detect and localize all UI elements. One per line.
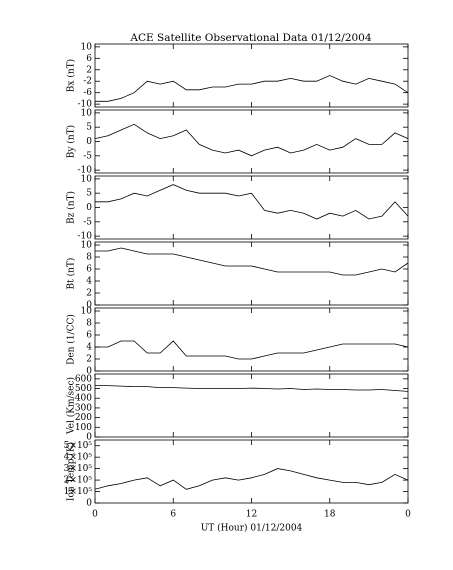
y-tick-label: 4 <box>86 343 92 353</box>
y-tick-label: 10 <box>81 307 93 317</box>
y-tick-label: 6 <box>86 54 92 64</box>
y-tick-label: 0 <box>86 433 92 443</box>
chart-title: ACE Satellite Observational Data 01/12/2… <box>129 32 371 44</box>
y-tick-label: 1×10⁵ <box>64 487 93 497</box>
y-tick-label: 8 <box>86 253 92 263</box>
y-tick-label: 2×10⁵ <box>64 476 93 486</box>
panel-frame <box>94 307 409 372</box>
y-axis-label: Bz (nT) <box>66 191 77 224</box>
data-line <box>95 247 409 276</box>
y-tick-label: 6 <box>86 265 92 275</box>
y-tick-label: 500 <box>75 384 92 394</box>
x-tick-label: 0 <box>405 510 411 520</box>
y-tick-label: -10 <box>78 100 93 110</box>
data-line <box>95 75 409 102</box>
y-tick-label: 0 <box>86 499 92 509</box>
y-tick-label: 0 <box>86 367 92 377</box>
y-tick-label: -10 <box>78 232 93 242</box>
y-tick-label: 200 <box>75 413 92 423</box>
y-tick-label: 5 <box>86 189 92 199</box>
y-tick-label: 8 <box>86 319 92 329</box>
panel-frame <box>94 109 409 174</box>
panel-frame <box>94 175 409 240</box>
data-line <box>95 184 409 220</box>
y-tick-label: 4×10⁵ <box>64 453 93 463</box>
y-tick-label: 10 <box>81 241 93 251</box>
y-tick-label: -5 <box>83 217 92 227</box>
y-tick-label: 3×10⁵ <box>64 464 93 474</box>
data-line <box>95 340 409 360</box>
y-tick-label: 2 <box>86 355 92 365</box>
y-axis-label: Ion Temp (K) <box>66 442 77 501</box>
y-tick-label: 5×10⁵ <box>64 441 93 451</box>
y-axis-label: Den (1/CC) <box>66 314 77 365</box>
y-tick-label: 0 <box>86 301 92 311</box>
y-tick-label: 10 <box>81 42 93 52</box>
y-tick-label: 10 <box>81 174 93 184</box>
y-axis-label: Vel (Km/sec) <box>66 377 77 435</box>
panel-frame <box>94 373 409 438</box>
y-tick-label: 0 <box>86 137 92 147</box>
data-line <box>95 385 409 392</box>
x-tick-label: 6 <box>170 510 176 520</box>
x-tick-label: 0 <box>92 510 98 520</box>
y-tick-label: 100 <box>75 423 92 433</box>
x-tick-label: 18 <box>324 510 336 520</box>
data-line <box>94 468 409 490</box>
y-tick-label: -6 <box>83 88 92 98</box>
y-axis-label: Bx (nT) <box>66 59 77 92</box>
y-tick-label: 10 <box>81 108 93 118</box>
y-tick-label: -5 <box>83 151 92 161</box>
y-tick-label: -2 <box>83 77 92 87</box>
data-line <box>94 123 409 157</box>
y-tick-label: 600 <box>75 374 92 384</box>
x-axis-label: UT (Hour) 01/12/2004 <box>201 523 303 534</box>
y-tick-label: 6 <box>86 331 92 341</box>
y-axis-label: Bt (nT) <box>66 258 77 290</box>
y-axis-label: By (nT) <box>66 125 77 158</box>
y-tick-label: 400 <box>75 394 92 404</box>
y-tick-label: 4 <box>86 277 92 287</box>
y-tick-label: -10 <box>78 166 93 176</box>
y-tick-label: 5 <box>86 123 92 133</box>
y-tick-label: 0 <box>86 203 92 213</box>
panel-frame <box>94 43 409 108</box>
y-tick-label: 2 <box>86 65 92 75</box>
x-tick-label: 12 <box>246 510 257 520</box>
y-tick-label: 2 <box>86 289 92 299</box>
panel-frame <box>94 439 409 504</box>
y-tick-label: 300 <box>75 403 92 413</box>
